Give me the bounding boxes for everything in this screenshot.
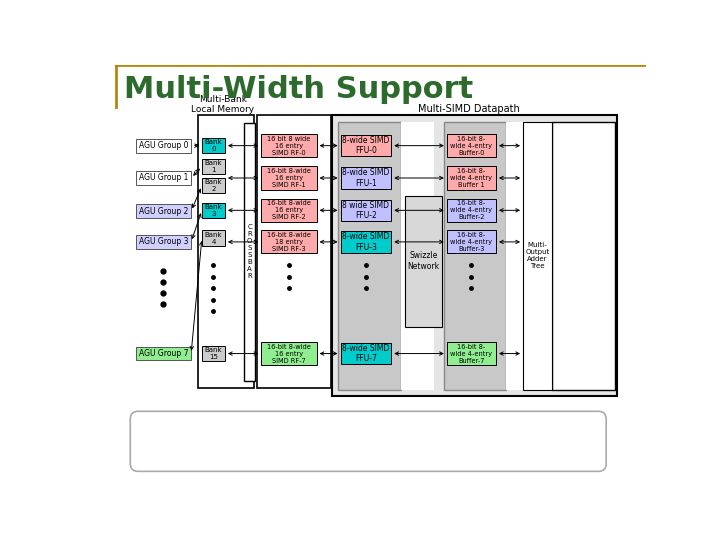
Bar xyxy=(447,342,496,365)
Bar xyxy=(341,135,392,157)
Text: AGU Group 3: AGU Group 3 xyxy=(139,238,188,246)
Bar xyxy=(261,231,317,253)
Bar xyxy=(198,115,253,388)
Text: Swizzle
Network: Swizzle Network xyxy=(408,252,440,271)
Bar xyxy=(261,166,317,190)
Text: AGU Group 7: AGU Group 7 xyxy=(139,349,188,358)
Text: 16-bit 8-
wide 4-entry
Buffer-3: 16-bit 8- wide 4-entry Buffer-3 xyxy=(451,232,492,252)
Text: 16-bit 8-wide
16 entry
SIMD RF-1: 16-bit 8-wide 16 entry SIMD RF-1 xyxy=(267,168,311,188)
Text: Bank
1: Bank 1 xyxy=(204,160,222,173)
Bar xyxy=(444,122,506,390)
Text: 8-wide SIMD
FFU-7: 8-wide SIMD FFU-7 xyxy=(342,344,390,363)
Text: AGU Group 1: AGU Group 1 xyxy=(139,173,188,183)
Bar xyxy=(447,166,496,190)
Bar xyxy=(202,159,225,174)
Text: 16 bit 8 wide
16 entry
SIMD RF-0: 16 bit 8 wide 16 entry SIMD RF-0 xyxy=(267,136,310,156)
Bar xyxy=(341,343,392,364)
Bar xyxy=(257,115,330,388)
Bar xyxy=(552,122,616,390)
Text: Bank
0: Bank 0 xyxy=(204,139,222,152)
Bar xyxy=(202,178,225,193)
Bar xyxy=(506,122,523,390)
Text: 16-bit 8-
wide 4-entry
Buffer-2: 16-bit 8- wide 4-entry Buffer-2 xyxy=(451,200,492,220)
Text: 8-wide SIMD
FFU-1: 8-wide SIMD FFU-1 xyxy=(342,168,390,188)
Text: 16-bit 8-
wide 4-entry
Buffer 1: 16-bit 8- wide 4-entry Buffer 1 xyxy=(451,168,492,188)
Bar xyxy=(135,204,191,218)
Text: Multi-Bank
Local Memory: Multi-Bank Local Memory xyxy=(191,94,254,114)
Bar xyxy=(135,347,191,361)
Text: AGU Group 0: AGU Group 0 xyxy=(139,141,188,150)
Bar xyxy=(447,199,496,222)
Text: Bank
2: Bank 2 xyxy=(204,179,222,192)
FancyBboxPatch shape xyxy=(130,411,606,471)
Text: 16-bit 8-
wide 4-entry
Buffer-0: 16-bit 8- wide 4-entry Buffer-0 xyxy=(451,136,492,156)
Text: 16-bit 8-
wide 4-entry
Buffer-7: 16-bit 8- wide 4-entry Buffer-7 xyxy=(451,343,492,363)
Bar xyxy=(202,202,225,218)
Bar xyxy=(341,231,392,253)
Text: 16-bit 8-wide
16 entry
SIMD RF-7: 16-bit 8-wide 16 entry SIMD RF-7 xyxy=(267,343,311,363)
Text: 8 wide SIMD
FFU-2: 8 wide SIMD FFU-2 xyxy=(343,201,390,220)
Text: 16-bit 8-wide
16 entry
SIMD RF-2: 16-bit 8-wide 16 entry SIMD RF-2 xyxy=(267,200,311,220)
Bar xyxy=(202,231,225,246)
Bar xyxy=(135,139,191,153)
Text: C
R
O
S
S
B
A
R: C R O S S B A R xyxy=(247,224,252,279)
Bar xyxy=(135,235,191,249)
Bar xyxy=(338,122,401,390)
Bar xyxy=(135,171,191,185)
Bar xyxy=(341,200,392,221)
Bar xyxy=(261,134,317,157)
Text: 8-wide SIMD
FFU-0: 8-wide SIMD FFU-0 xyxy=(342,136,390,156)
Bar xyxy=(261,342,317,365)
Bar xyxy=(261,199,317,222)
Text: Bank
15: Bank 15 xyxy=(204,347,222,360)
Text: Multi-Width Support: Multi-Width Support xyxy=(124,75,473,104)
Text: 8-wide SIMD
FFU-3: 8-wide SIMD FFU-3 xyxy=(342,232,390,252)
Bar xyxy=(341,167,392,189)
Bar xyxy=(332,115,617,396)
Text: Bank
3: Bank 3 xyxy=(204,204,222,217)
Text: Bank
4: Bank 4 xyxy=(204,232,222,245)
Bar xyxy=(202,138,225,153)
Text: AGU Group 2: AGU Group 2 xyxy=(139,207,188,215)
Bar xyxy=(447,134,496,157)
Bar xyxy=(523,122,552,390)
Bar xyxy=(447,231,496,253)
Text: Multi-
Output
Adder
Tree: Multi- Output Adder Tree xyxy=(526,242,550,269)
Text: 16-bit 8-wide
18 entry
SIMD RF-3: 16-bit 8-wide 18 entry SIMD RF-3 xyxy=(267,232,311,252)
Bar xyxy=(405,195,442,327)
Bar xyxy=(401,122,433,390)
Bar xyxy=(202,346,225,361)
Text: Multi-SIMD Datapath: Multi-SIMD Datapath xyxy=(418,104,520,114)
Bar xyxy=(244,123,255,381)
